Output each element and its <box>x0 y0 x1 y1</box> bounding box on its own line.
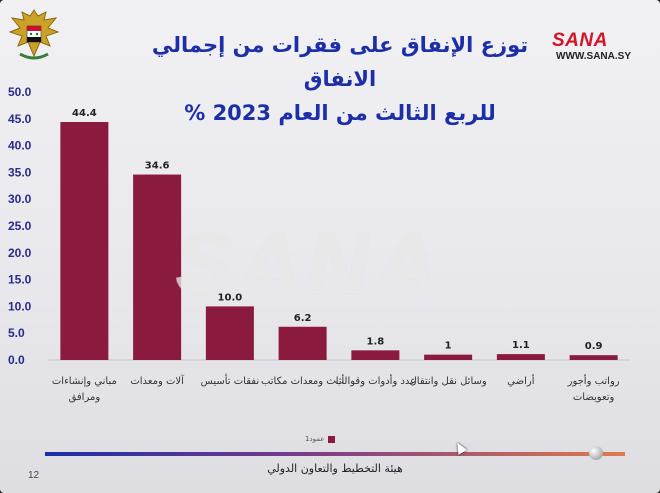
category-label: أثاث ومعدات مكاتب <box>261 374 345 387</box>
y-tick-label: 40.0 <box>8 139 32 153</box>
bar <box>569 355 618 360</box>
y-tick-label: 20.0 <box>8 246 32 260</box>
data-label: 6.2 <box>294 313 312 324</box>
y-tick-label: 30.0 <box>8 192 32 206</box>
syria-eagle-emblem-icon <box>8 9 60 60</box>
y-tick-label: 25.0 <box>8 219 32 233</box>
category-label: أراضي <box>507 374 534 387</box>
bar <box>133 174 182 360</box>
category-label: آلات ومعدات <box>130 374 185 387</box>
bar <box>351 350 400 360</box>
sana-url: WWW.SANA.SY <box>556 51 631 62</box>
category-label: مباني وإنشاءات <box>52 376 117 387</box>
footer-organization: هيئة التخطيط والتعاون الدولي <box>267 462 403 475</box>
category-label: رواتب وأجور <box>567 374 620 387</box>
bar <box>278 326 327 360</box>
category-label: وتعويضات <box>573 392 615 403</box>
chart-legend: عمود1 <box>305 432 336 446</box>
bar <box>205 306 254 360</box>
sana-logo: SANA <box>552 30 608 51</box>
page-number: 12 <box>28 470 40 481</box>
data-label: 0.9 <box>585 341 603 352</box>
footer-gradient-bar <box>45 452 625 456</box>
y-tick-label: 35.0 <box>8 165 32 179</box>
category-label: ومرافق <box>69 392 101 403</box>
data-label: 1.1 <box>512 340 530 351</box>
footer-ball-icon <box>589 446 603 460</box>
data-label: 44.4 <box>72 108 97 119</box>
data-label: 1 <box>445 341 452 352</box>
chart-title-line2: للربع الثالث من العام 2023 % <box>184 101 496 125</box>
data-label: 34.6 <box>145 161 170 172</box>
y-tick-label: 50.0 <box>8 85 32 99</box>
data-label: 1.8 <box>367 336 385 347</box>
chart-title-line1: توزع الإنفاق على فقرات من إجمالي الانفاق <box>151 33 529 91</box>
y-tick-label: 10.0 <box>8 299 32 313</box>
y-tick-label: 5.0 <box>8 326 25 340</box>
data-label: 10.0 <box>218 292 243 303</box>
bar <box>60 122 109 361</box>
legend-swatch <box>328 435 336 443</box>
category-label: نفقات تأسيس <box>201 373 260 387</box>
y-tick-label: 15.0 <box>8 273 32 287</box>
category-label: وسائل نقل وانتقال <box>410 376 487 387</box>
y-tick-label: 45.0 <box>8 112 32 126</box>
y-tick-label: 0.0 <box>8 353 25 367</box>
legend-label: عمود1 <box>305 435 325 443</box>
bar <box>424 354 473 360</box>
category-label: عدد وأدوات وقوالب <box>335 374 417 387</box>
chart-title: توزع الإنفاق على فقرات من إجمالي الانفاق… <box>150 28 530 130</box>
bar <box>496 354 545 360</box>
